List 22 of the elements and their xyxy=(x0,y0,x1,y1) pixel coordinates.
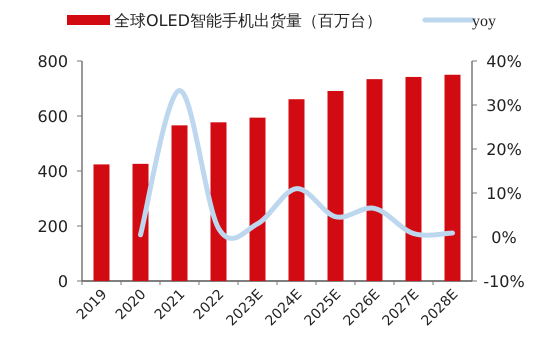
y-tick-label: 0 xyxy=(58,272,68,291)
y-tick-label: 800 xyxy=(37,52,68,71)
bar xyxy=(328,90,344,281)
y2-tick-label: 0% xyxy=(491,228,517,247)
y-tick-label: 200 xyxy=(37,217,68,236)
y-tick-label: 400 xyxy=(37,162,68,181)
bar xyxy=(406,76,422,281)
y2-tick-label: -10% xyxy=(483,272,525,291)
bar xyxy=(250,118,266,281)
y2-tick-label: 30% xyxy=(486,96,522,115)
y-tick-label: 600 xyxy=(37,107,68,126)
bar xyxy=(444,74,460,281)
legend-label: 全球OLED智能手机出货量（百万台） xyxy=(114,11,382,30)
bar xyxy=(288,99,304,281)
y2-tick-label: 20% xyxy=(486,140,522,159)
bar xyxy=(172,125,188,281)
y2-tick-label: 10% xyxy=(486,184,522,203)
bar xyxy=(210,122,226,281)
bar xyxy=(94,164,110,281)
bar xyxy=(366,79,382,281)
y2-tick-label: 40% xyxy=(486,52,522,71)
legend-label: yoy xyxy=(472,13,496,30)
